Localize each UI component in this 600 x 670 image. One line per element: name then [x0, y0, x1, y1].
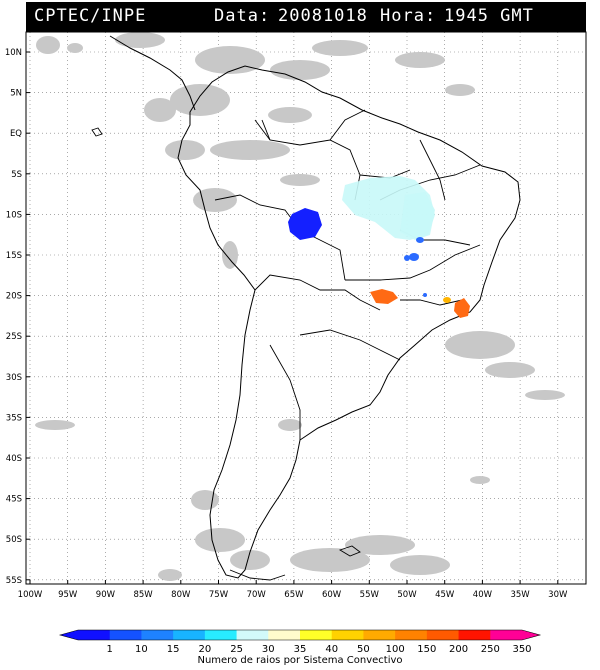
legend-label-50: 50 [357, 644, 370, 655]
lat-label-5S: 5S [11, 170, 22, 180]
lat-label-25S: 25S [6, 332, 22, 342]
legend-swatch [268, 630, 301, 640]
lat-label-20S: 20S [6, 292, 22, 302]
legend-arrow-high [522, 630, 540, 640]
cloud-cover [35, 32, 565, 581]
falkland-islands [338, 545, 361, 557]
lon-label-40W: 40W [473, 590, 493, 600]
legend-label-25: 25 [230, 644, 243, 655]
legend-swatch [363, 630, 396, 640]
lon-label-50W: 50W [397, 590, 417, 600]
legend-labels: 1 10 15 20 25 30 35 40 50 100 150 200 250 350 [107, 644, 532, 655]
legend-swatch [458, 630, 491, 640]
hora-label: Hora: [380, 6, 437, 26]
legend-swatch [300, 630, 333, 640]
time-value: 1945 GMT [444, 6, 534, 26]
lat-label-50S: 50S [6, 535, 22, 545]
legend-label-20: 20 [198, 644, 211, 655]
lat-label-5N: 5N [10, 89, 22, 99]
legend-swatch [78, 630, 111, 640]
lightning-map: 10N5NEQ5S10S15S20S25S30S35S40S45S50S55S … [5, 31, 587, 600]
lat-label-40S: 40S [6, 454, 22, 464]
legend-label-35: 35 [294, 644, 307, 655]
legend-swatch [426, 630, 460, 640]
lat-label-35S: 35S [6, 413, 22, 423]
orange-system-west [370, 289, 398, 304]
legend-label-10: 10 [135, 644, 148, 655]
org-label: CPTEC/INPE [34, 6, 147, 26]
longitude-labels: 100W 95W 90W 85W 80W 75W 70W 65W 60W 55W 50W 45W 40W… [18, 580, 568, 600]
legend-swatch [141, 630, 174, 640]
legend-swatch [490, 630, 523, 640]
legend-label-250: 250 [481, 644, 500, 655]
mid-blue-cells [404, 237, 427, 297]
light-cyan-system-2 [400, 192, 435, 240]
lon-label-35W: 35W [510, 590, 530, 600]
latitude-labels: 10N 5N EQ 5S 10S 15S 20S 25S 30S 35S 40S 45S 50S 55S [5, 48, 30, 586]
legend-label-100: 100 [386, 644, 405, 655]
blue-system [288, 208, 322, 240]
lat-label-10N: 10N [5, 48, 22, 58]
legend-outline [58, 629, 542, 641]
lon-label-80W: 80W [171, 590, 191, 600]
legend-arrow-low [60, 630, 78, 640]
lat-label-10S: 10S [6, 210, 22, 220]
legend-bar [58, 629, 542, 641]
lon-label-70W: 70W [247, 590, 267, 600]
legend-label-40: 40 [325, 644, 338, 655]
legend-swatch [109, 630, 142, 640]
lon-label-95W: 95W [58, 590, 78, 600]
orange-system-east [454, 298, 470, 318]
legend-swatch [173, 630, 206, 640]
lon-label-85W: 85W [133, 590, 153, 600]
lon-label-75W: 75W [209, 590, 229, 600]
header-bar: CPTEC/INPE Data: 20081018 Hora: 1945 GMT [26, 2, 586, 32]
legend-swatch [236, 630, 269, 640]
lon-label-100W: 100W [18, 590, 43, 600]
central-america-coastline [109, 35, 196, 111]
south-america-coastline [177, 65, 521, 579]
lon-label-30W: 30W [548, 590, 568, 600]
data-label: Data: [214, 6, 271, 26]
graticule [26, 32, 586, 584]
lon-label-90W: 90W [96, 590, 116, 600]
lon-label-65W: 65W [284, 590, 304, 600]
map-background [26, 32, 586, 584]
lon-label-55W: 55W [360, 590, 380, 600]
legend-label-15: 15 [167, 644, 180, 655]
lon-label-45W: 45W [435, 590, 455, 600]
color-legend: 1 10 15 20 25 30 35 40 50 100 150 200 250 350 [58, 629, 542, 655]
yellow-orange-cell [443, 297, 451, 303]
galapagos-islands [91, 127, 103, 137]
legend-caption: Numero de raios por Sistema Convectivo [197, 655, 403, 666]
legend-label-150: 150 [417, 644, 436, 655]
legend-label-30: 30 [262, 644, 275, 655]
lat-label-45S: 45S [6, 495, 22, 505]
lat-label-EQ: EQ [10, 129, 22, 139]
legend-label-200: 200 [449, 644, 468, 655]
map-frame [25, 31, 587, 585]
legend-swatch [204, 630, 238, 640]
legend-label-350: 350 [512, 644, 531, 655]
legend-label-1: 1 [107, 644, 113, 655]
lat-label-55S: 55S [6, 576, 22, 586]
lat-label-15S: 15S [6, 251, 22, 261]
lon-label-60W: 60W [322, 590, 342, 600]
tierra-del-fuego [229, 569, 286, 581]
legend-swatch [395, 630, 428, 640]
lat-label-30S: 30S [6, 373, 22, 383]
date-value: 20081018 [278, 6, 368, 26]
legend-swatch [331, 630, 364, 640]
